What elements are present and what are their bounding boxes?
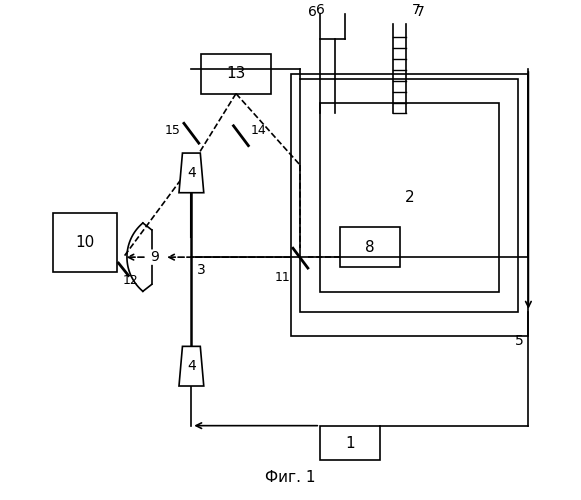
Text: 7: 7	[412, 3, 421, 17]
Text: 5: 5	[515, 334, 523, 348]
Text: Фиг. 1: Фиг. 1	[266, 470, 315, 485]
Polygon shape	[179, 346, 204, 386]
Bar	[320, 104, 498, 292]
Text: 3: 3	[198, 262, 206, 276]
Bar	[340, 228, 400, 267]
Text: 9: 9	[150, 250, 159, 264]
Polygon shape	[179, 153, 204, 192]
Text: 15: 15	[164, 124, 181, 138]
Text: 4: 4	[187, 359, 196, 373]
Bar	[201, 54, 271, 94]
Bar	[53, 212, 117, 272]
Text: 7: 7	[415, 5, 424, 19]
Text: 4: 4	[187, 166, 196, 180]
Text: 11: 11	[275, 271, 290, 284]
Text: 10: 10	[75, 235, 95, 250]
Bar	[300, 78, 518, 312]
Text: 1: 1	[345, 436, 355, 450]
Text: 6: 6	[309, 5, 317, 19]
Text: 2: 2	[404, 190, 414, 205]
Bar	[290, 74, 528, 336]
Text: 13: 13	[226, 66, 246, 82]
Text: 14: 14	[251, 124, 267, 138]
Bar	[320, 426, 380, 460]
Text: 8: 8	[365, 240, 375, 254]
Text: 12: 12	[123, 274, 139, 287]
Text: 6: 6	[316, 3, 325, 17]
